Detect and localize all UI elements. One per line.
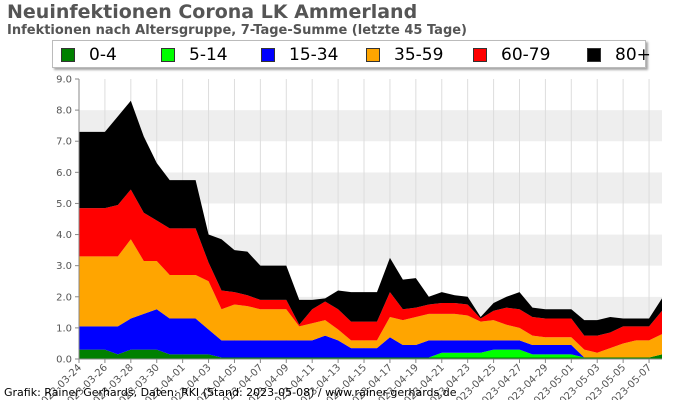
legend-swatch (366, 48, 380, 62)
y-tick-label: 8.0 (56, 106, 72, 117)
legend-item-5-14: 5-14 (161, 45, 228, 65)
chart-title: Neuinfektionen Corona LK Ammerland (7, 1, 418, 23)
grid-band (79, 110, 662, 142)
area-series-0-4 (79, 349, 662, 359)
legend-swatch (473, 48, 487, 62)
legend-item-80+: 80+ (587, 45, 651, 65)
chart-legend: 0-4 5-14 15-34 35-59 60-79 80+ (52, 40, 651, 68)
legend-label: 80+ (615, 45, 651, 65)
legend-item-0-4: 0-4 (61, 45, 117, 65)
chart-subtitle: Infektionen nach Altersgruppe, 7-Tage-Su… (7, 23, 468, 38)
legend-label: 35-59 (394, 45, 444, 65)
legend-item-15-34: 15-34 (261, 45, 338, 65)
grid-band (79, 141, 662, 173)
legend-swatch (161, 48, 175, 62)
legend-label: 0-4 (89, 45, 117, 65)
legend-item-60-79: 60-79 (473, 45, 550, 65)
area-series-35-59 (79, 239, 662, 358)
area-series-5-14 (79, 349, 662, 358)
area-series-15-34 (79, 309, 662, 358)
y-tick-label: 1.0 (56, 323, 72, 334)
chart-credit: Grafik: Rainer Gerhards, Daten: RKI (Sta… (4, 386, 457, 399)
y-tick-label: 4.0 (56, 230, 72, 241)
legend-label: 15-34 (289, 45, 339, 65)
legend-swatch (61, 48, 75, 62)
legend-label: 5-14 (189, 45, 228, 65)
area-series-60-79 (79, 189, 662, 353)
y-tick-label: 6.0 (56, 168, 72, 179)
y-tick-label: 0.0 (56, 355, 72, 366)
legend-swatch (261, 48, 275, 62)
grid-band (79, 79, 662, 111)
y-tick-label: 5.0 (56, 199, 72, 210)
area-series-80+ (79, 100, 662, 336)
y-tick-label: 2.0 (56, 292, 72, 303)
legend-label: 60-79 (501, 45, 551, 65)
y-tick-label: 3.0 (56, 261, 72, 272)
y-tick-label: 7.0 (56, 137, 72, 148)
legend-swatch (587, 48, 601, 62)
legend-item-35-59: 35-59 (366, 45, 443, 65)
y-tick-label: 9.0 (56, 75, 72, 86)
